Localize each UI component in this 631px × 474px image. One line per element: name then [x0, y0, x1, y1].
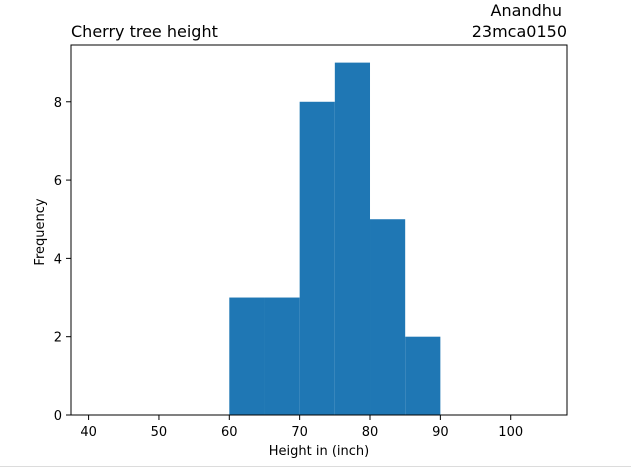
bottom-divider	[0, 466, 631, 467]
y-tick-label: 0	[54, 409, 62, 424]
y-tick-label: 2	[54, 331, 62, 346]
histogram-bar-3	[299, 101, 335, 415]
x-tick-label: 70	[291, 425, 308, 440]
y-axis-ticks: 0 2 4 6 8	[54, 96, 71, 424]
x-axis-ticks: 40 50 60 70 80 90 100	[80, 415, 523, 440]
x-axis-label: Height in (inch)	[269, 444, 369, 459]
chart-title-right-line1: Anandhu	[491, 1, 562, 20]
y-axis-label: Frequency	[33, 198, 48, 265]
histogram-bar-6	[405, 336, 441, 415]
y-tick-label: 8	[54, 96, 62, 111]
chart-title-right-line2: 23mca0150	[472, 22, 567, 41]
histogram-bar-5	[370, 219, 406, 415]
x-tick-label: 40	[80, 425, 97, 440]
plot-area-frame	[70, 44, 568, 416]
x-tick-label: 80	[362, 425, 379, 440]
chart-title-left: Cherry tree height	[71, 22, 218, 41]
y-tick-label: 4	[54, 252, 62, 267]
histogram-bar-4	[334, 62, 371, 415]
y-tick-label: 6	[54, 174, 62, 189]
x-tick-label: 90	[432, 425, 449, 440]
x-tick-label: 100	[498, 425, 523, 440]
x-tick-label: 60	[221, 425, 238, 440]
x-tick-label: 50	[151, 425, 168, 440]
bars-group	[229, 62, 441, 415]
histogram-bar-1	[229, 297, 265, 415]
histogram-bar-2	[264, 297, 300, 415]
